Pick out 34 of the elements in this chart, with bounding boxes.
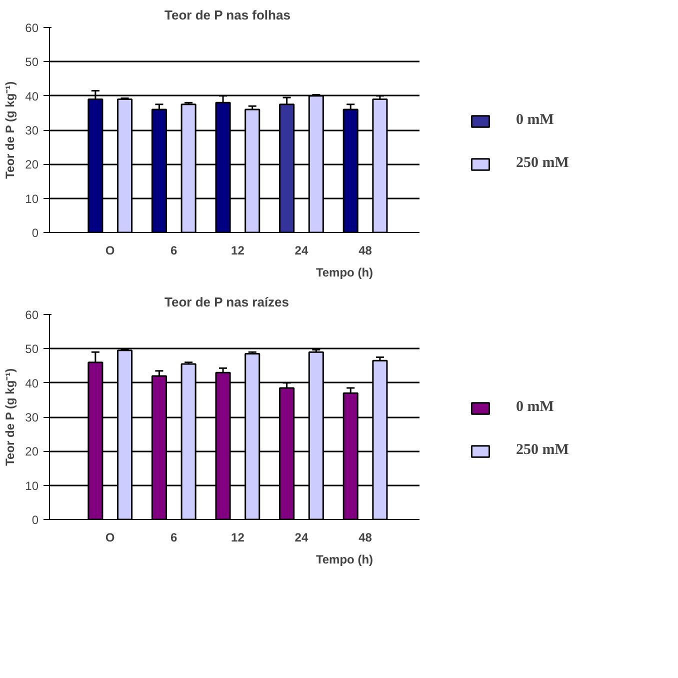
x-tick-label: O: [105, 244, 115, 258]
y-tick-label: 30: [25, 124, 39, 138]
legend-label: 250 mM: [516, 155, 569, 172]
y-tick-label: 20: [25, 158, 39, 172]
y-tick-label: 40: [25, 376, 39, 390]
chart-title: Teor de P nas folhas: [164, 8, 290, 22]
y-tick-label: 40: [25, 89, 39, 104]
y-tick-label: 20: [25, 444, 39, 459]
y-tick-label: 60: [25, 308, 39, 322]
y-tick-label: 0: [32, 226, 39, 240]
x-tick-label: 12: [231, 244, 245, 258]
x-axis-title: Tempo (h): [316, 552, 374, 566]
x-tick-label: 6: [170, 530, 178, 544]
y-tick-label: 10: [25, 192, 39, 206]
y-axis-title: Teor de P (g kg⁻¹): [3, 368, 18, 466]
y-axis-title: Teor de P (g kg⁻¹): [3, 81, 18, 179]
y-tick-label: 50: [25, 342, 39, 356]
x-tick-label: 24: [294, 244, 308, 258]
x-tick-label: 12: [231, 530, 245, 544]
x-tick-label: 24: [294, 530, 308, 544]
y-tick-label: 50: [25, 55, 39, 70]
x-tick-label: 48: [358, 244, 372, 258]
legend-label: 0 mM: [516, 112, 554, 129]
legend-label: 0 mM: [516, 399, 554, 416]
x-tick-label: 6: [170, 244, 178, 258]
chart-title: Teor de P nas raízes: [164, 294, 290, 310]
x-axis-title: Tempo (h): [316, 266, 374, 280]
y-tick-label: 60: [25, 21, 39, 35]
x-tick-label: O: [105, 530, 115, 544]
x-tick-label: 48: [358, 530, 372, 544]
y-tick-label: 30: [25, 410, 39, 424]
legend-label: 250 mM: [516, 442, 569, 459]
y-tick-label: 10: [25, 478, 39, 493]
y-tick-label: 0: [32, 513, 39, 527]
